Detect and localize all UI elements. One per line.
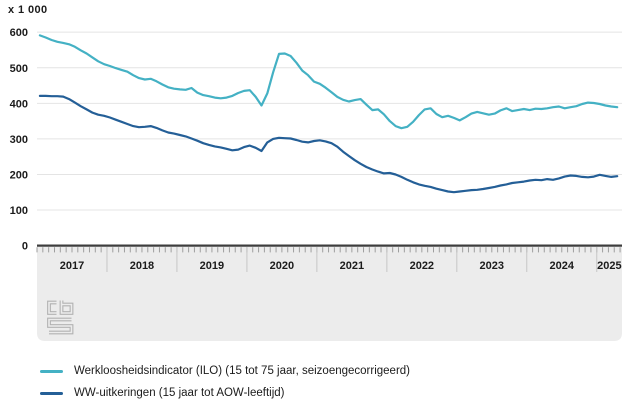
- y-axis-tick-label: 400: [10, 98, 28, 110]
- y-axis-tick-label: 600: [10, 27, 28, 39]
- x-axis-year-label: 2025: [597, 260, 621, 272]
- x-axis-year-label: 2019: [200, 260, 224, 272]
- legend-label-ilo: Werkloosheidsindicator (ILO) (15 tot 75 …: [74, 365, 411, 377]
- series-line-ww: [38, 94, 619, 194]
- x-axis-year-label: 2024: [550, 260, 575, 272]
- gridlines: [37, 31, 622, 211]
- y-axis-labels: 0 100 200 300 400 500 600: [10, 27, 28, 252]
- x-axis-labels: 2017 2018 2019 2020 2021 2022 2023 2024 2025: [60, 260, 622, 272]
- series-lines: [38, 34, 619, 194]
- x-axis-year-label: 2023: [480, 260, 504, 272]
- y-axis-tick-label: 300: [10, 134, 28, 146]
- y-axis-tick-label: 0: [22, 241, 28, 253]
- legend-item-ww[interactable]: WW-uitkeringen (15 jaar tot AOW-leeftijd…: [40, 385, 410, 401]
- y-axis-unit-label: x 1 000: [8, 4, 48, 16]
- line-chart: 2017 2018 2019 2020 2021 2022 2023 2024 2025 0 10…: [10, 12, 622, 341]
- plot-area[interactable]: [37, 12, 622, 246]
- x-axis-year-label: 2021: [340, 260, 364, 272]
- legend-swatch-ww: [40, 391, 63, 395]
- cbs-logo: [47, 300, 74, 335]
- y-axis-tick-label: 100: [10, 205, 28, 217]
- x-axis-year-label: 2017: [60, 260, 84, 272]
- x-axis-band-bg: [37, 247, 622, 341]
- x-axis-year-label: 2020: [270, 260, 294, 272]
- chart-legend: Werkloosheidsindicator (ILO) (15 tot 75 …: [40, 363, 410, 401]
- y-axis-tick-label: 500: [10, 63, 28, 75]
- legend-swatch-ilo: [40, 369, 63, 373]
- x-axis-ticks: [36, 247, 621, 272]
- y-axis-tick-label: 200: [10, 169, 28, 181]
- x-axis-year-label: 2022: [410, 260, 434, 272]
- legend-item-ilo[interactable]: Werkloosheidsindicator (ILO) (15 tot 75 …: [40, 363, 410, 379]
- x-axis-band: [37, 244, 622, 341]
- series-line-ilo: [38, 34, 619, 130]
- x-axis-year-label: 2018: [130, 260, 154, 272]
- legend-label-ww: WW-uitkeringen (15 jaar tot AOW-leeftijd…: [74, 387, 285, 399]
